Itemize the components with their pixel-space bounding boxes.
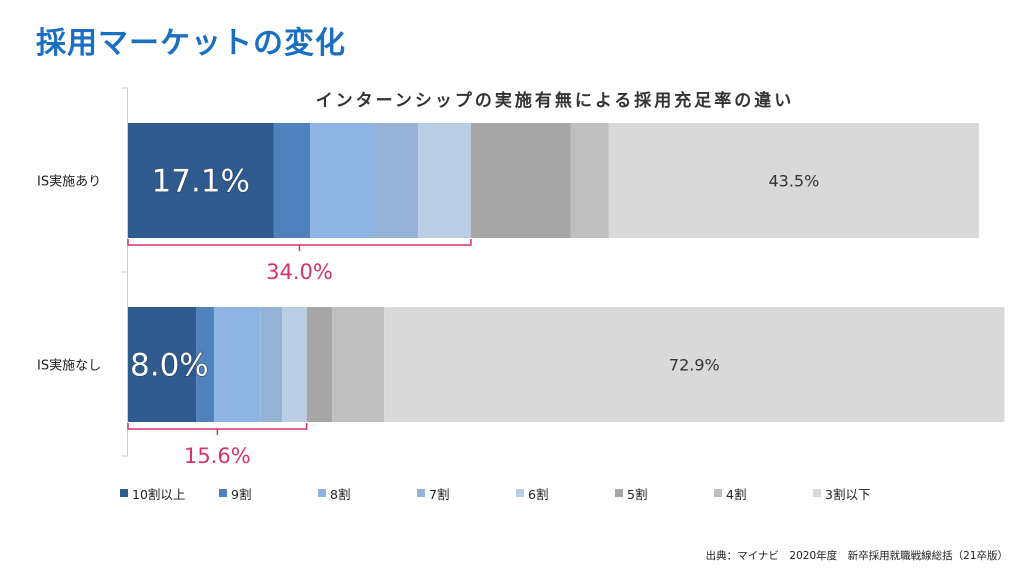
legend-item-7: 3割以下 [813,485,912,502]
legend-item-2: 8割 [318,485,417,502]
legend-label-7: 3割以下 [825,486,871,502]
legend-label-0: 10割以上 [132,486,186,502]
bar-segment-r0-s0 [128,123,274,238]
legend-item-5: 5割 [615,485,714,502]
legend-swatch-6 [714,489,722,497]
bar-segment-r0-s1 [273,123,311,238]
bar-segment-r1-s3 [260,307,283,422]
legend-label-2: 8割 [330,486,351,502]
source-note: 出典：マイナビ 2020年度 新卒採用就職戦線総括（21卒版） [705,550,1008,562]
chart-title: インターンシップの実施有無による採用充足率の違い [315,91,795,111]
bracket-1 [127,423,308,430]
legend-item-0: 10割以上 [120,485,219,502]
data-label-big-1: 8.0% [130,348,209,384]
legend-item-4: 6割 [516,485,615,502]
data-label-1-7: 72.9% [669,356,720,375]
category-label-1: IS実施なし [37,358,101,374]
legend-label-1: 9割 [231,486,252,502]
legend-swatch-0 [120,489,128,497]
bar-segment-r1-s5 [306,307,333,422]
category-label-0: IS実施あり [37,174,101,190]
legend-swatch-1 [219,489,227,497]
legend-item-6: 4割 [714,485,813,502]
bar-segment-r1-s2 [213,307,261,422]
bar-segment-r0-s5 [470,123,571,238]
legend-swatch-5 [615,489,623,497]
bracket-label-0: 34.0% [266,260,333,284]
bar-segment-r0-s2 [310,123,374,238]
chart-legend: 10割以上 9割 8割 7割 6割 5割 4割 3割以下 [120,485,1000,502]
bar-segment-r0-s7 [608,123,979,238]
data-label-0-7: 43.5% [768,172,819,191]
legend-label-4: 6割 [528,486,549,502]
legend-label-3: 7割 [429,486,450,502]
legend-swatch-2 [318,489,326,497]
bracket-label-1: 15.6% [184,444,251,468]
bracket-0 [127,239,472,246]
bar-segment-r0-s6 [570,123,609,238]
bar-segment-r0-s4 [418,123,471,238]
legend-swatch-4 [516,489,524,497]
bar-segment-r1-s4 [282,307,307,422]
bar-segment-r0-s3 [373,123,419,238]
data-label-big-0: 17.1% [152,164,250,200]
legend-item-3: 7割 [417,485,516,502]
page-title: 採用マーケットの変化 [36,26,346,61]
legend-item-1: 9割 [219,485,318,502]
legend-swatch-3 [417,489,425,497]
legend-swatch-7 [813,489,821,497]
legend-label-5: 5割 [627,486,648,502]
bar-segment-r1-s6 [332,307,385,422]
bar-segment-r1-s1 [196,307,214,422]
legend-label-6: 4割 [726,486,747,502]
bar-segment-r1-s7 [384,307,1005,422]
bar-segment-r1-s0 [128,307,197,422]
